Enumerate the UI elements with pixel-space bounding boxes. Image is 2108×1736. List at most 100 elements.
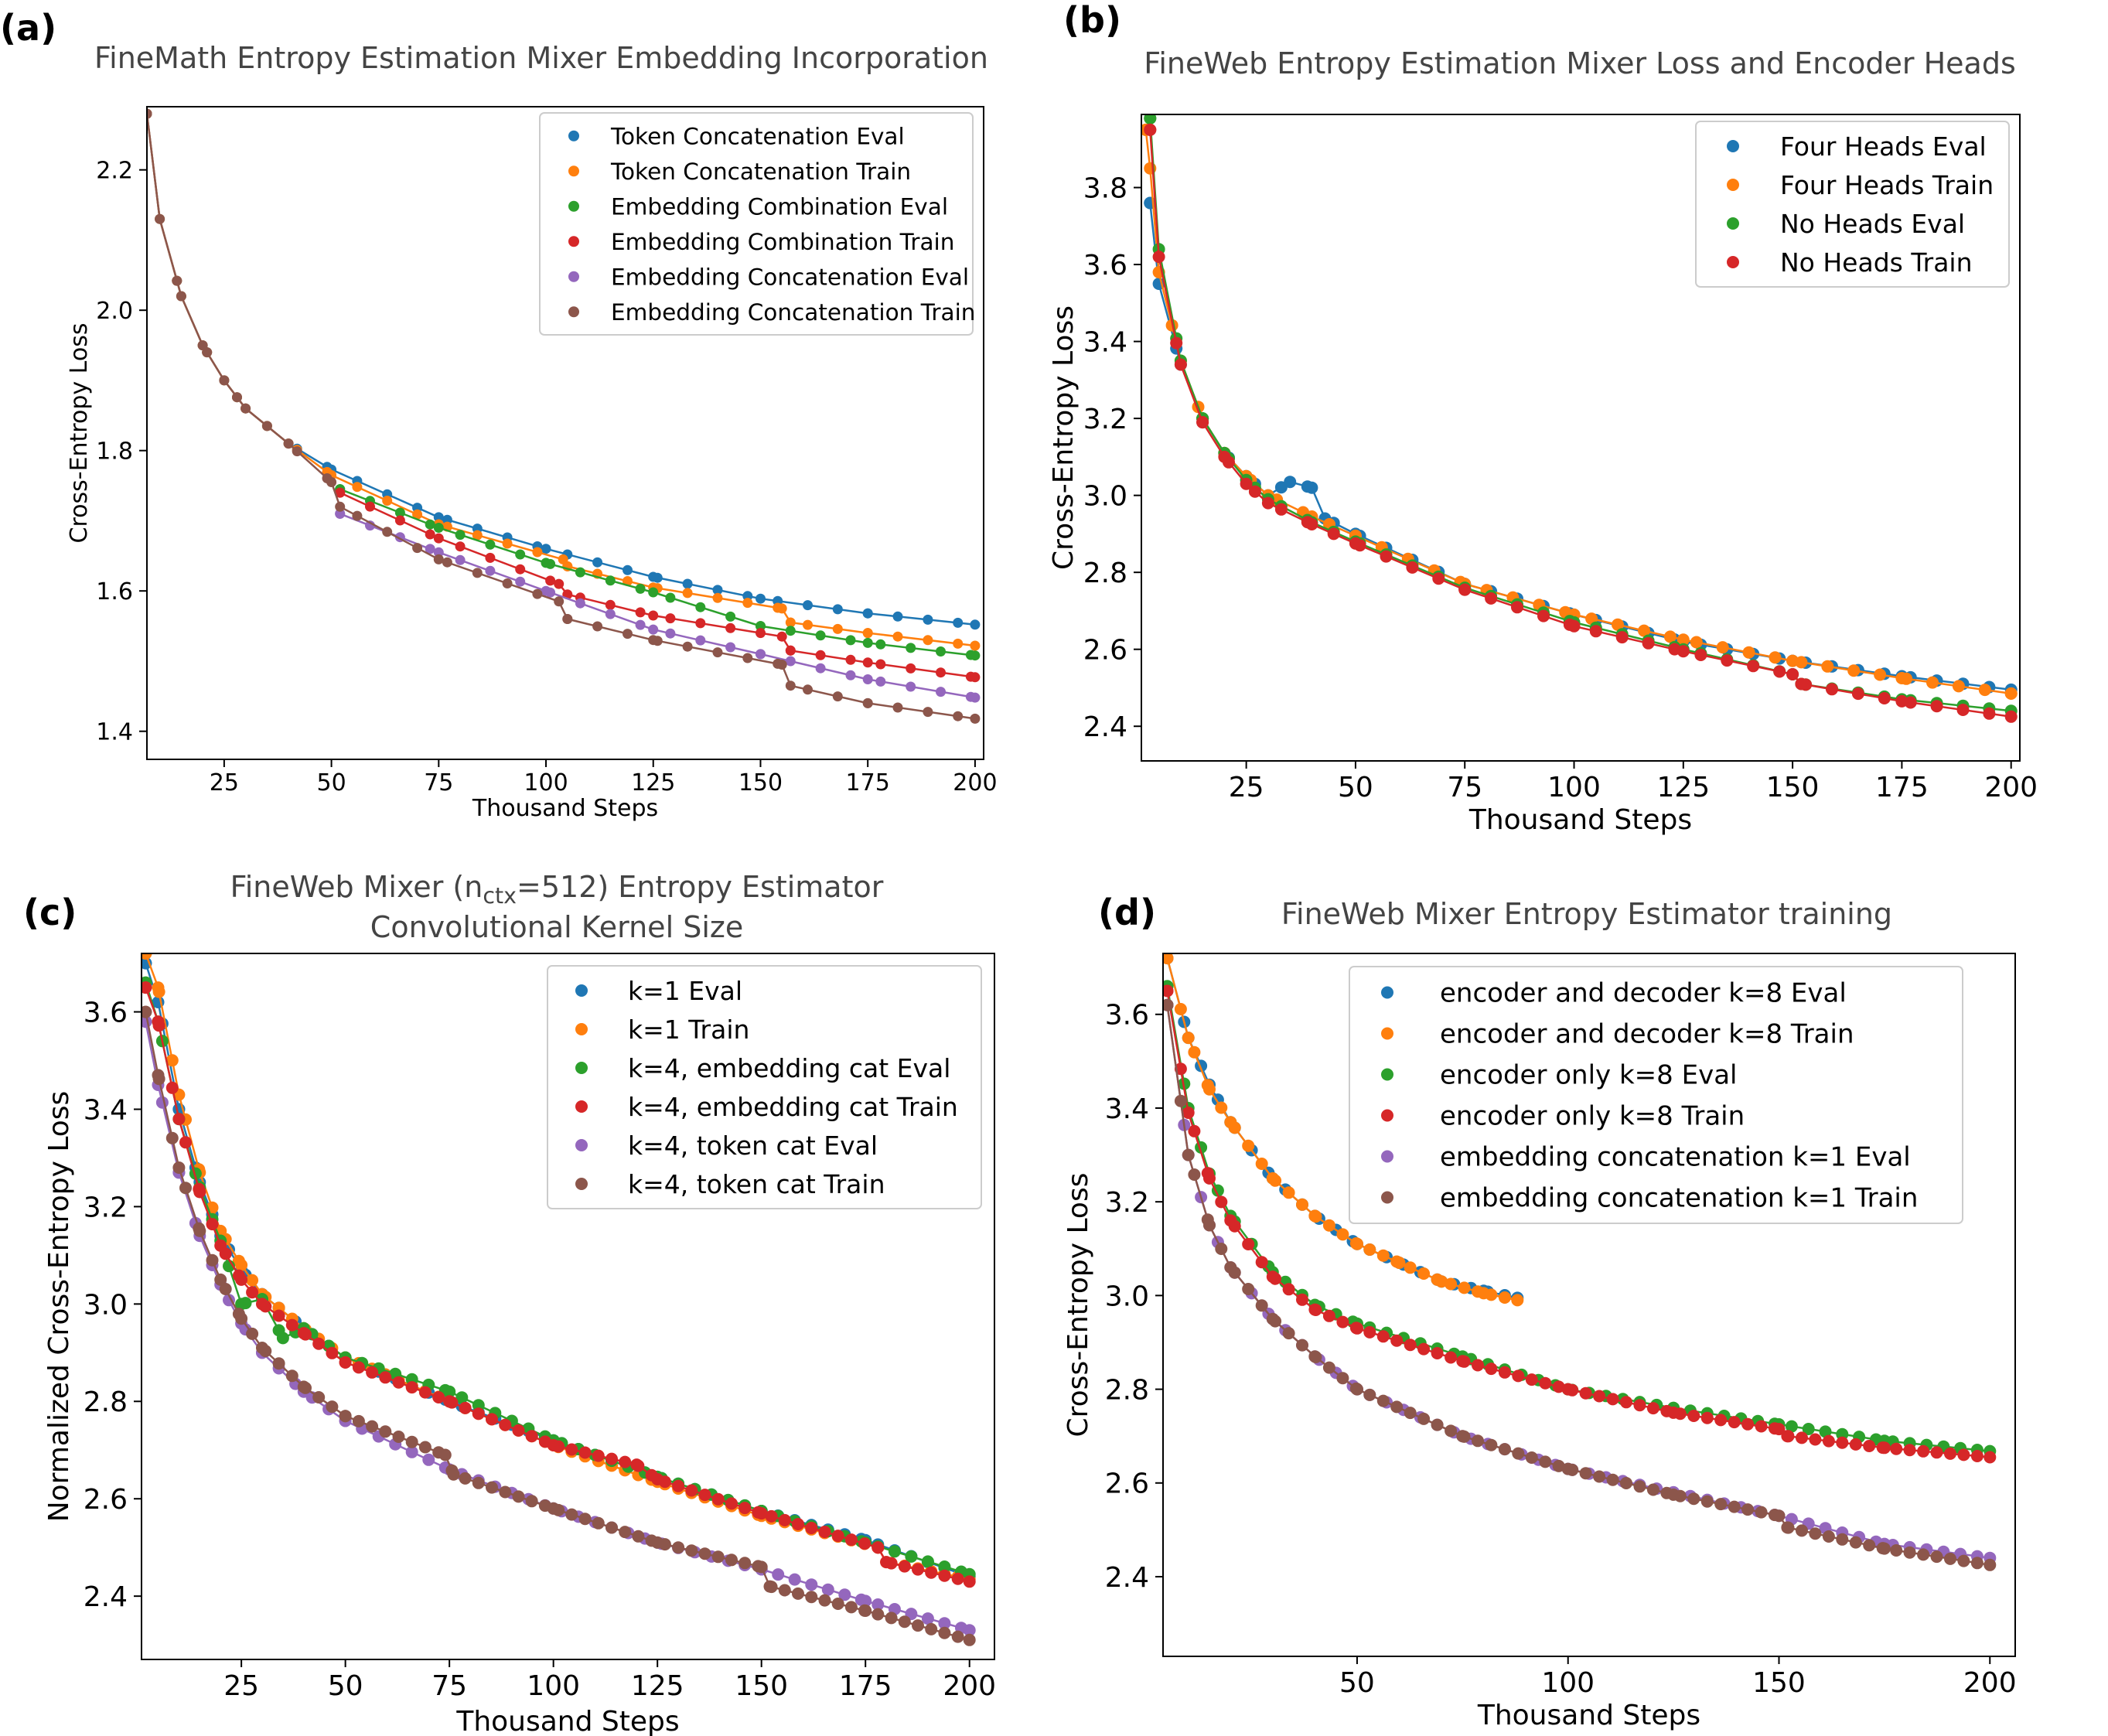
data-point <box>792 1587 804 1600</box>
data-point <box>1188 1045 1201 1059</box>
data-point <box>485 539 496 550</box>
data-point <box>970 713 981 724</box>
y-tick-label: 2.8 <box>84 1386 128 1418</box>
x-tick-label: 75 <box>424 769 453 796</box>
data-point <box>832 691 843 702</box>
data-point <box>1917 1548 1930 1561</box>
data-point <box>605 575 616 586</box>
y-tick-label: 3.0 <box>1083 481 1127 513</box>
x-tick-label: 125 <box>631 769 675 796</box>
data-point <box>1612 618 1624 631</box>
data-point <box>214 1239 227 1252</box>
data-point <box>256 1298 268 1311</box>
data-point <box>892 702 903 713</box>
data-point <box>742 598 753 609</box>
data-point <box>1174 1003 1187 1015</box>
data-point <box>232 392 242 403</box>
chart-title: FineWeb Mixer (nctx=512) Entropy Estimat… <box>230 870 884 909</box>
data-point <box>951 1630 964 1643</box>
x-tick-label: 100 <box>1541 1667 1595 1699</box>
y-tick-label: 2.4 <box>1105 1562 1149 1594</box>
data-point <box>785 645 796 656</box>
y-tick-label: 2.8 <box>1105 1375 1149 1407</box>
data-point <box>772 1568 785 1581</box>
data-point <box>1349 537 1362 550</box>
data-point <box>592 621 603 632</box>
data-point <box>605 1452 618 1465</box>
data-point <box>695 618 706 629</box>
data-point <box>1667 1406 1680 1419</box>
data-point <box>1363 1388 1376 1401</box>
data-point <box>179 1136 192 1149</box>
data-point <box>1472 1359 1484 1372</box>
legend-marker <box>575 1139 588 1151</box>
data-point <box>1878 1542 1891 1555</box>
data-point <box>1336 1315 1349 1328</box>
data-point <box>938 1626 951 1639</box>
data-point <box>193 1185 206 1199</box>
chart-panel-1: (a) FineMath Entropy Estimation Mixer Emb… <box>0 7 998 822</box>
data-point <box>682 578 693 589</box>
y-tick-label: 1.6 <box>96 578 133 605</box>
data-point <box>1819 1425 1832 1438</box>
data-point <box>875 659 886 670</box>
data-point <box>648 624 659 635</box>
data-point <box>862 608 873 619</box>
data-point <box>1795 677 1808 691</box>
data-point <box>1188 1168 1201 1181</box>
y-tick-label: 1.4 <box>96 718 133 745</box>
data-point <box>1498 1366 1511 1379</box>
data-point <box>665 628 676 639</box>
chart-title: FineWeb Mixer Entropy Estimator training <box>1281 897 1892 931</box>
data-point <box>1822 1434 1835 1448</box>
y-tick-label: 3.0 <box>84 1289 128 1321</box>
data-point <box>778 1513 791 1526</box>
data-point <box>235 1273 248 1286</box>
data-point <box>859 1605 872 1617</box>
data-point <box>246 1286 259 1299</box>
data-point <box>1796 1431 1808 1444</box>
data-point <box>541 558 551 568</box>
data-point <box>1537 609 1550 622</box>
data-point <box>326 477 337 487</box>
data-point <box>1266 1172 1279 1185</box>
data-point <box>921 1555 934 1568</box>
data-point <box>1182 1032 1195 1045</box>
data-point <box>197 340 208 351</box>
data-point <box>1282 1283 1295 1296</box>
data-point <box>725 1554 738 1567</box>
data-point <box>502 538 513 549</box>
legend-label: Four Heads Train <box>1780 170 1994 200</box>
data-point <box>1525 1451 1538 1464</box>
legend-marker <box>568 236 579 247</box>
data-point <box>422 1453 435 1466</box>
data-point <box>821 1583 834 1596</box>
y-tick-label: 2.2 <box>96 157 133 184</box>
data-point <box>862 628 873 639</box>
data-point <box>515 549 526 560</box>
data-point <box>1539 1376 1552 1390</box>
data-point <box>1561 1462 1574 1475</box>
data-point <box>1336 1228 1349 1241</box>
panel-letter: (b) <box>1063 0 1121 41</box>
data-point <box>2004 710 2018 723</box>
x-tick-label: 125 <box>631 1670 684 1702</box>
data-point <box>256 1342 268 1354</box>
chart-panel-4: (d) FineWeb Mixer Entropy Estimator train… <box>1063 892 2017 1731</box>
data-point <box>875 639 886 650</box>
y-tick-label: 3.4 <box>1083 327 1127 359</box>
data-point <box>844 1533 858 1547</box>
data-point <box>575 567 585 578</box>
data-point <box>172 1113 186 1126</box>
data-point <box>1456 1430 1469 1443</box>
data-point <box>1952 680 1965 693</box>
data-point <box>394 515 405 526</box>
data-point <box>485 565 496 576</box>
data-point <box>1930 1446 1943 1459</box>
data-point <box>592 557 603 568</box>
data-point <box>1895 672 1908 684</box>
data-point <box>818 1594 831 1607</box>
data-point <box>1786 668 1799 680</box>
data-point <box>788 1573 801 1586</box>
data-point <box>1431 1418 1444 1431</box>
